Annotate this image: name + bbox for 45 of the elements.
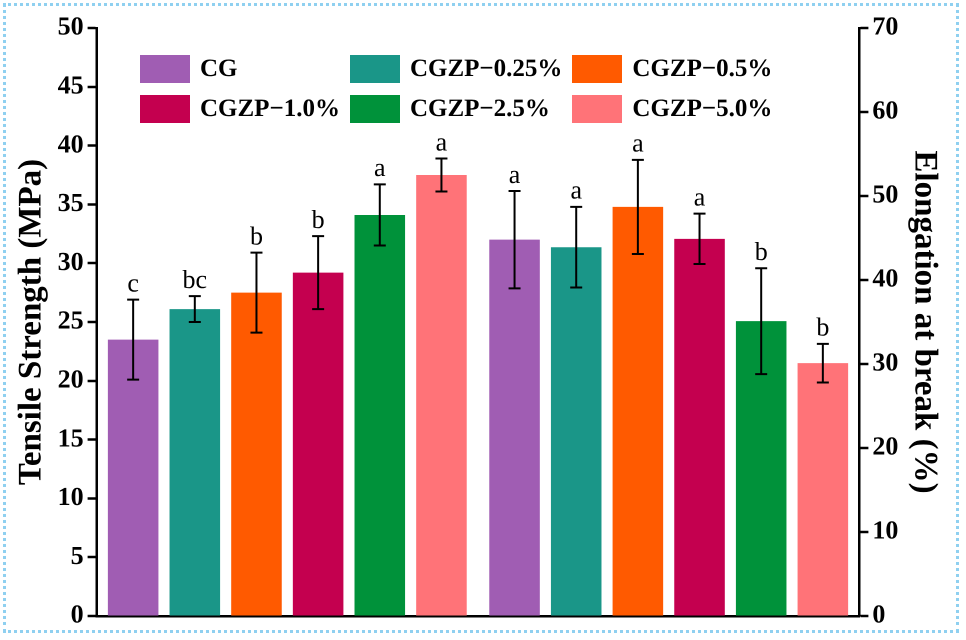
data-label: a: [570, 176, 582, 205]
legend-label: CGZP−5.0%: [632, 95, 772, 123]
y2-axis-title: Elongation at break (%): [908, 150, 944, 494]
data-label: b: [816, 312, 830, 342]
legend-label: CGZP−0.25%: [410, 55, 562, 83]
data-label: b: [312, 204, 325, 234]
y-tick-label: 10: [58, 482, 84, 512]
y2-tick-label: 60: [872, 96, 898, 125]
y2-tick-label: 20: [872, 432, 898, 461]
y-tick-label: 50: [58, 12, 84, 41]
y-tick-label: 0: [70, 600, 84, 629]
data-label: a: [694, 182, 706, 212]
legend-label: CGZP−0.5%: [632, 55, 772, 83]
data-label: c: [127, 268, 139, 298]
y2-tick-label: 50: [872, 180, 898, 209]
data-label: a: [374, 153, 386, 182]
y-tick-label: 45: [58, 70, 84, 100]
data-label: a: [632, 128, 644, 158]
bar: [292, 272, 344, 616]
data-label: bc: [182, 264, 208, 294]
y2-tick-label: 70: [872, 12, 898, 41]
legend-label: CGZP−2.5%: [410, 95, 550, 123]
data-label: a: [436, 127, 448, 156]
y2-tick-label: 40: [872, 264, 898, 293]
y-tick-label: 15: [58, 423, 84, 452]
y-tick-label: 20: [58, 364, 84, 394]
y-tick-label: 35: [58, 188, 84, 218]
data-label: b: [250, 221, 263, 250]
bar: [416, 175, 467, 616]
y-tick-label: 25: [58, 306, 84, 335]
legend-label: CG: [200, 55, 238, 83]
bar: [108, 340, 158, 616]
bar: [354, 214, 406, 616]
data-label: b: [754, 237, 768, 266]
legend-label: CGZP−1.0%: [200, 95, 340, 123]
y-tick-label: 40: [58, 129, 84, 158]
data-label: a: [508, 160, 521, 189]
y2-tick-label: 10: [872, 516, 898, 545]
y2-tick-label: 30: [872, 348, 898, 377]
bar: [231, 292, 282, 616]
y-axis-title: Tensile Strength (MPa): [12, 158, 48, 486]
y-tick-label: 30: [58, 246, 84, 276]
y2-tick-label: 0: [872, 600, 886, 629]
y-tick-label: 5: [70, 540, 84, 570]
bar: [170, 309, 220, 616]
